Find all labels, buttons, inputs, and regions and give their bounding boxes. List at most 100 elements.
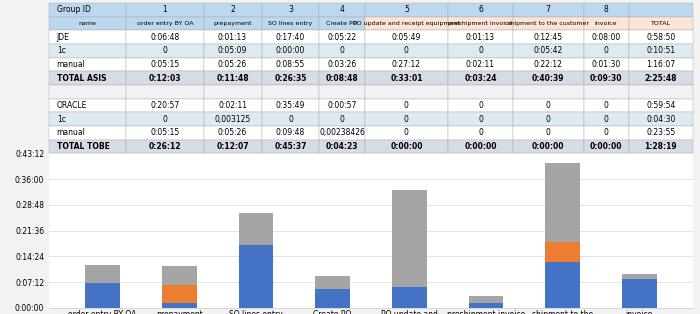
Text: 0:26:12: 0:26:12 (148, 142, 181, 151)
Text: 0:00:00: 0:00:00 (532, 142, 564, 151)
Text: 0:00:00: 0:00:00 (590, 142, 622, 151)
Bar (448, 126, 512, 140)
Bar (262, 85, 319, 99)
Text: 0: 0 (404, 101, 409, 110)
Bar (316, 276, 350, 289)
Text: 0: 0 (603, 46, 608, 56)
Text: 6: 6 (478, 5, 483, 14)
Text: 0:17:40: 0:17:40 (276, 33, 305, 42)
Text: 0:04:23: 0:04:23 (326, 142, 358, 151)
Bar (126, 58, 204, 72)
Bar (448, 3, 512, 17)
Bar (204, 126, 262, 140)
Bar (545, 242, 580, 262)
Bar (512, 140, 584, 154)
Text: Create PO: Create PO (326, 21, 358, 26)
Bar (448, 58, 512, 72)
Bar (319, 85, 365, 99)
Text: Group ID: Group ID (57, 5, 90, 14)
Bar (162, 285, 197, 303)
Bar (584, 140, 629, 154)
Bar (204, 3, 262, 17)
Text: 0: 0 (546, 115, 550, 124)
Bar (262, 72, 319, 85)
Text: 0: 0 (603, 101, 608, 110)
Bar (584, 30, 629, 44)
Text: JDE: JDE (57, 33, 69, 42)
Bar (584, 72, 629, 85)
Text: 0:08:55: 0:08:55 (276, 60, 305, 69)
Text: 0:05:49: 0:05:49 (392, 33, 421, 42)
Bar (545, 163, 580, 242)
Bar (512, 3, 584, 17)
Text: 0: 0 (288, 115, 293, 124)
Bar (49, 17, 126, 30)
Text: 0:08:00: 0:08:00 (592, 33, 621, 42)
Bar (319, 72, 365, 85)
Bar (262, 112, 319, 126)
Bar (204, 112, 262, 126)
Text: 0:00:00: 0:00:00 (464, 142, 497, 151)
Text: invoice: invoice (595, 21, 617, 26)
Bar (545, 262, 580, 308)
Text: 0:59:54: 0:59:54 (646, 101, 676, 110)
Bar (126, 17, 204, 30)
Bar (319, 17, 365, 30)
Bar (512, 126, 584, 140)
Text: order entry BY OA: order entry BY OA (136, 21, 193, 26)
Text: 0:09:30: 0:09:30 (590, 74, 622, 83)
Bar (126, 99, 204, 112)
Bar (365, 126, 448, 140)
Bar (629, 140, 693, 154)
Text: 1: 1 (162, 5, 167, 14)
Bar (319, 112, 365, 126)
Text: 0:58:50: 0:58:50 (646, 33, 676, 42)
Text: 0: 0 (478, 115, 483, 124)
Text: 0:01:13: 0:01:13 (466, 33, 495, 42)
Bar (512, 44, 584, 58)
Text: 0:04:30: 0:04:30 (646, 115, 676, 124)
Bar (365, 44, 448, 58)
Text: 0: 0 (546, 101, 550, 110)
Bar (629, 72, 693, 85)
Bar (262, 17, 319, 30)
Bar (629, 3, 693, 17)
Bar (584, 99, 629, 112)
Bar (365, 72, 448, 85)
Bar (319, 3, 365, 17)
Bar (392, 190, 426, 287)
Text: manual: manual (57, 128, 85, 138)
Text: 0:45:37: 0:45:37 (274, 142, 307, 151)
Bar (49, 140, 126, 154)
Bar (126, 85, 204, 99)
Bar (319, 58, 365, 72)
Bar (162, 303, 197, 308)
Bar (126, 3, 204, 17)
Bar (629, 17, 693, 30)
Bar (448, 140, 512, 154)
Bar (126, 140, 204, 154)
Text: TOTAL: TOTAL (651, 21, 671, 26)
Text: 0:08:48: 0:08:48 (326, 74, 358, 83)
Bar (262, 126, 319, 140)
Bar (512, 72, 584, 85)
Bar (49, 3, 126, 17)
Text: 0:20:57: 0:20:57 (150, 101, 179, 110)
Bar (262, 140, 319, 154)
Bar (512, 17, 584, 30)
Bar (204, 30, 262, 44)
Text: 0:00:57: 0:00:57 (328, 101, 357, 110)
Bar (319, 30, 365, 44)
Bar (49, 99, 126, 112)
Bar (49, 126, 126, 140)
Bar (512, 112, 584, 126)
Bar (365, 85, 448, 99)
Text: 0:01:30: 0:01:30 (592, 60, 621, 69)
Bar (448, 44, 512, 58)
Bar (512, 85, 584, 99)
Bar (512, 99, 584, 112)
Bar (49, 72, 126, 85)
Text: 0:12:45: 0:12:45 (533, 33, 563, 42)
Text: ORACLE: ORACLE (57, 101, 87, 110)
Bar (239, 213, 273, 245)
